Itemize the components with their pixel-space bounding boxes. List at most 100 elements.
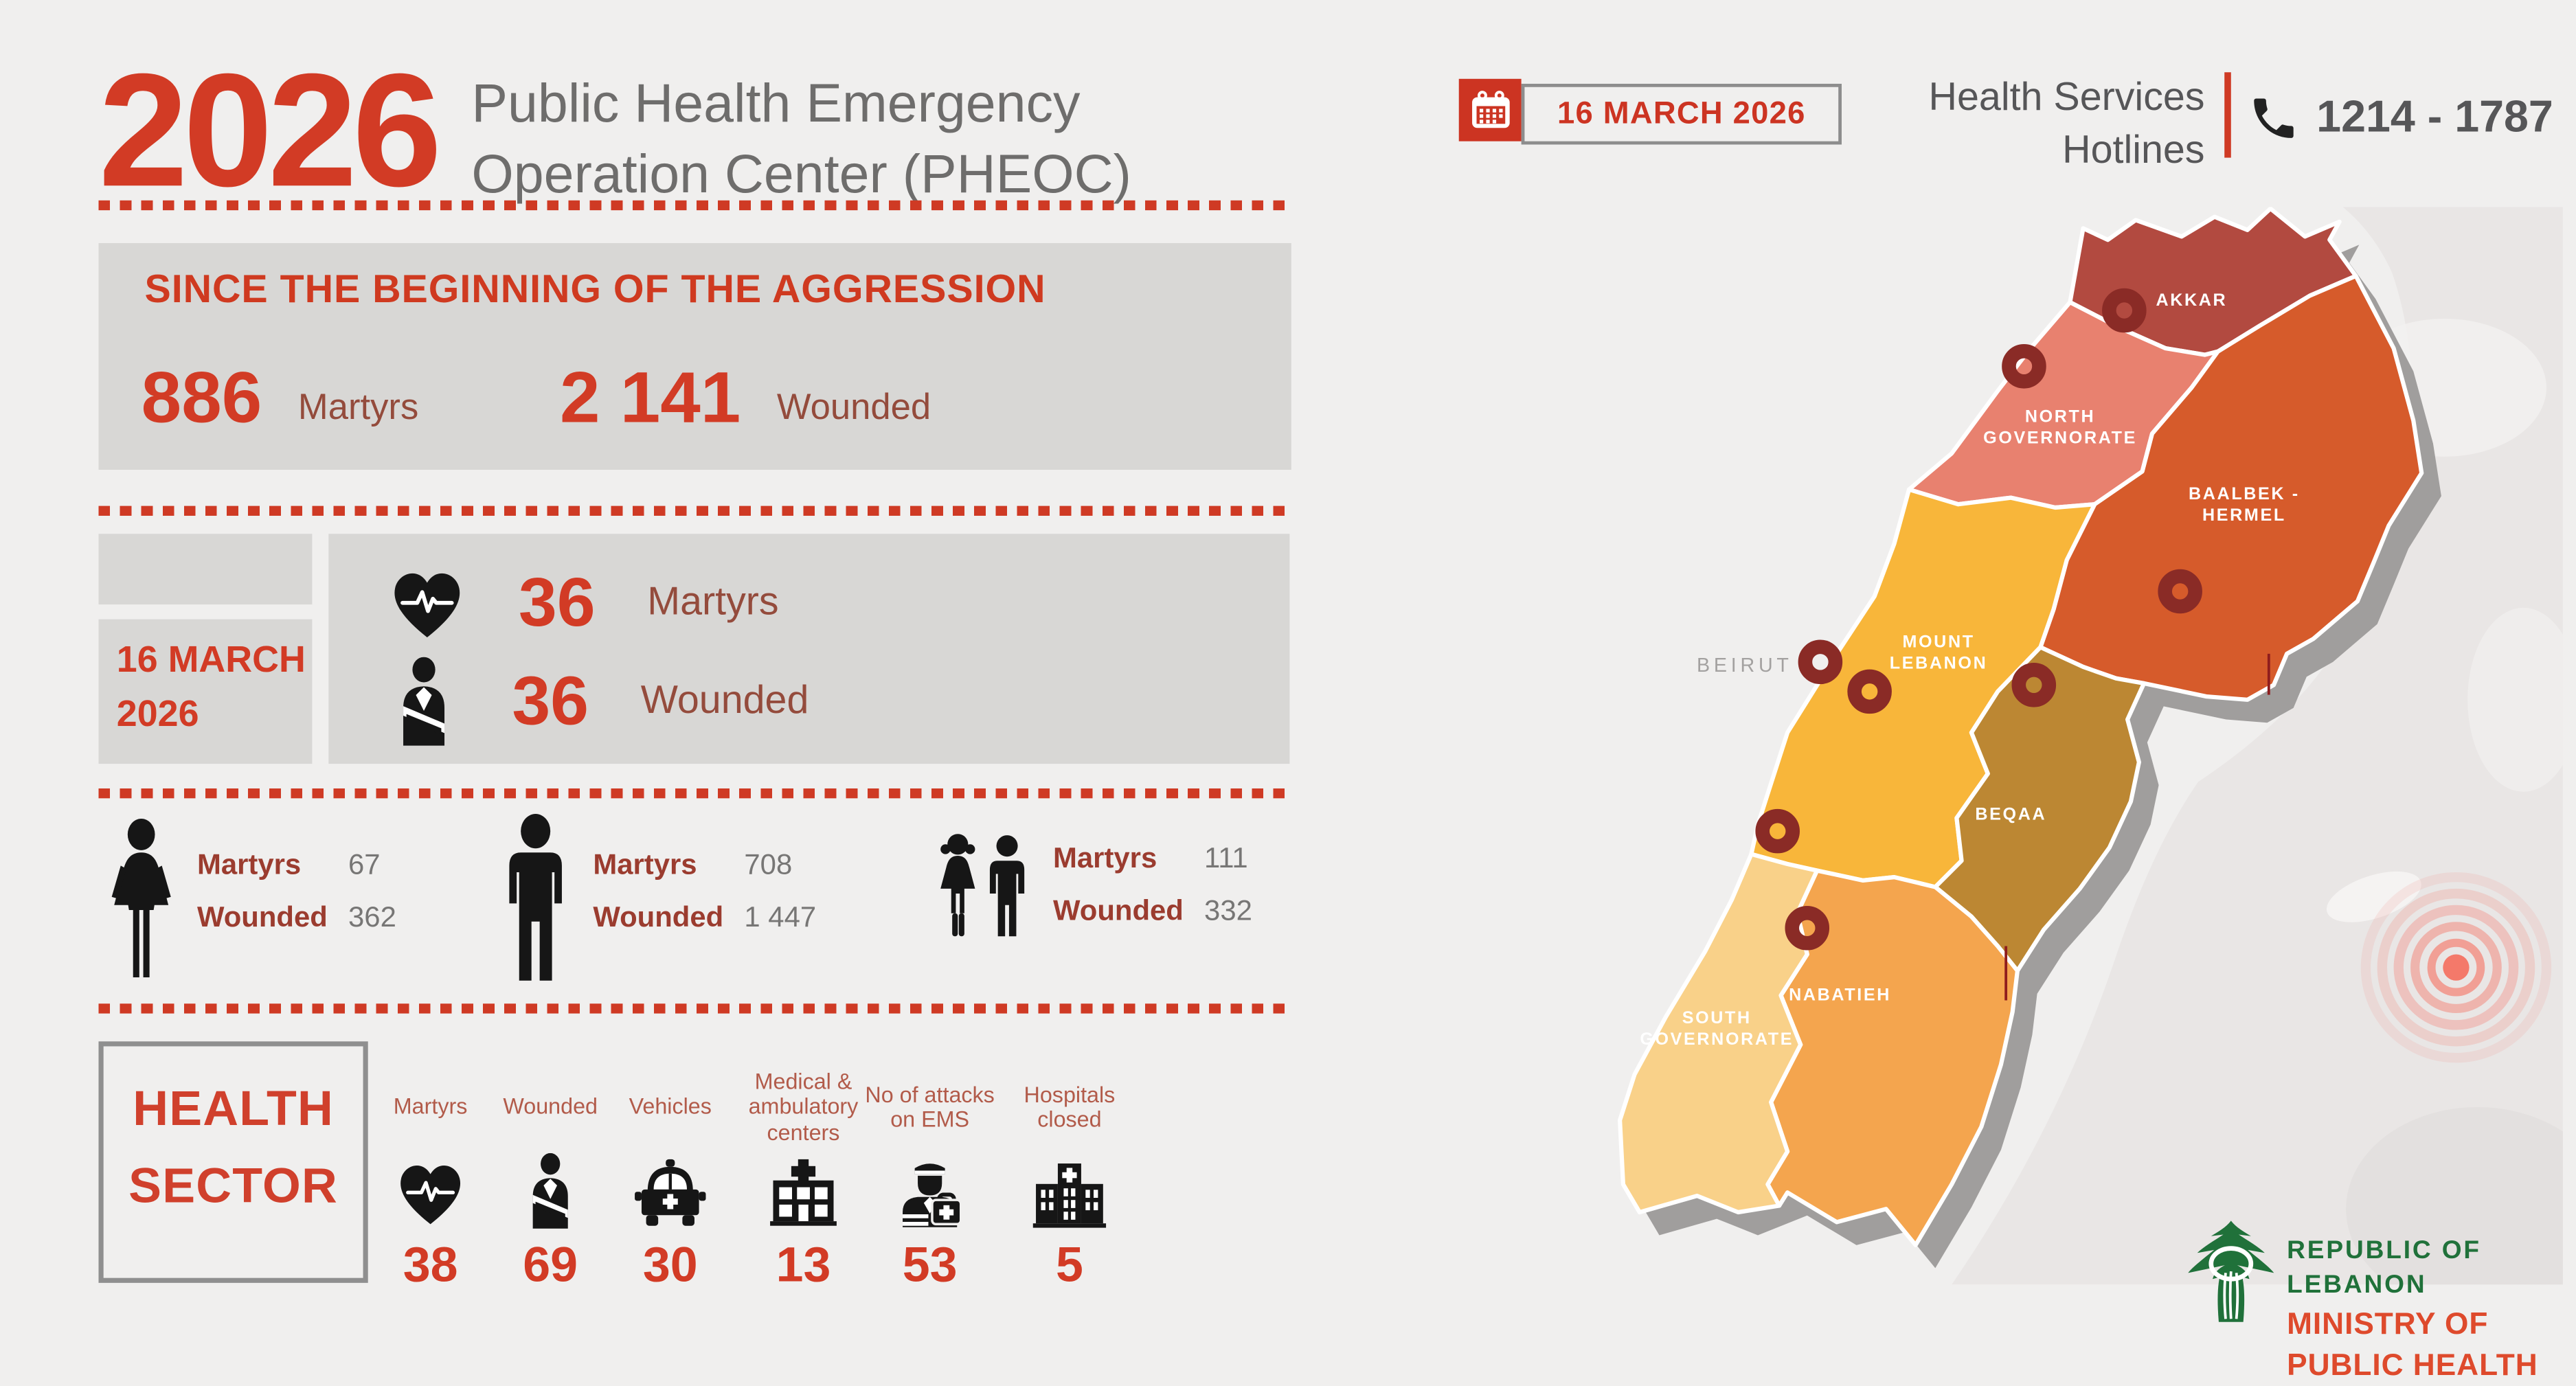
incident-marker-nabatieh (1785, 905, 1830, 951)
paramedic-icon (903, 1163, 962, 1227)
hs-col-hospitals-closed: Hospitals closed 5 (991, 1065, 1149, 1295)
cedar-logo (2188, 1220, 2274, 1322)
incident-marker-beqaa (2011, 663, 2057, 707)
hs-medical-centers-label: Medical & ambulatory centers (748, 1069, 859, 1144)
label-beirut: BEIRUT (1697, 655, 1793, 677)
arm-sling-icon (403, 657, 445, 746)
hs-wounded-label: Wounded (503, 1094, 598, 1120)
women-martyrs-value: 67 (348, 848, 381, 881)
arm-sling-icon (532, 1152, 568, 1229)
children-wounded-value: 332 (1204, 894, 1252, 927)
daily-martyrs-row: 36 Martyrs (387, 557, 779, 649)
men-martyrs-value: 708 (744, 848, 793, 881)
label-baalbek-2: HERMEL (2202, 505, 2286, 525)
divider-dotted-2 (98, 505, 1291, 516)
divider-dotted-4 (98, 1003, 1291, 1014)
daily-stats-panel: 36 Martyrs 36 Wounded (328, 534, 1290, 764)
page-title-line2: Operation Center (PHEOC) (471, 142, 1131, 204)
children-martyrs-value: 111 (1204, 841, 1248, 874)
hs-wounded-value: 69 (523, 1238, 578, 1293)
incident-marker-beirut-area-1 (1798, 639, 1843, 685)
date-badge: 16 MARCH 2026 (1521, 83, 1842, 145)
ambulance-icon (635, 1159, 706, 1226)
label-south-1: SOUTH (1682, 1008, 1752, 1027)
label-beqaa: BEQAA (1975, 804, 2046, 823)
man-icon (509, 814, 562, 981)
health-sector-panel: HEALTH SECTOR (98, 1041, 368, 1283)
label-south-2: GOVERNORATE (1640, 1030, 1794, 1049)
children-wounded-label: Wounded (1053, 894, 1184, 927)
children-martyrs-label: Martyrs (1053, 841, 1157, 874)
cumulative-wounded-label: Wounded (776, 386, 931, 427)
divider-dotted-3 (98, 788, 1291, 799)
men-wounded-value: 1 447 (744, 900, 817, 933)
cumulative-heading: SINCE THE BEGINNING OF THE AGGRESSION (144, 267, 1046, 313)
hs-hospitals-closed-label: Hospitals closed (1024, 1082, 1116, 1132)
hs-vehicles-label: Vehicles (629, 1094, 712, 1120)
daily-martyrs-label: Martyrs (647, 580, 779, 624)
daily-date-text: 16 MARCH 2026 (116, 639, 306, 734)
lebanon-map: AKKAR NORTH GOVERNORATE BAALBEK - HERMEL… (1618, 207, 2563, 1285)
phone-icon (2254, 98, 2294, 138)
daily-martyrs-value: 36 (518, 563, 596, 641)
men-martyrs-label: Martyrs (593, 848, 697, 881)
background-land-shape (2467, 607, 2563, 792)
hs-martyrs-value: 38 (403, 1238, 458, 1293)
heart-pulse-icon (394, 573, 460, 637)
hospital-icon (1032, 1163, 1107, 1228)
cumulative-stats-row: 886 Martyrs 2 141 Wounded (142, 350, 1160, 435)
page-title-line1: Public Health Emergency (471, 72, 1081, 133)
heart-pulse-icon (400, 1166, 461, 1225)
divider-dotted-1 (98, 200, 1291, 211)
hotline-numbers: 1214 - 1787 (2316, 91, 2553, 141)
hotline-label: Health Services Hotlines (1928, 76, 2205, 174)
hs-hospitals-closed-value: 5 (1055, 1238, 1083, 1293)
cumulative-wounded-value: 2 141 (559, 358, 741, 439)
women-martyrs-label: Martyrs (196, 848, 302, 881)
decorative-block (98, 534, 313, 605)
demographics-women: Martyrs 67 Wounded 362 (105, 811, 516, 995)
hs-martyrs-label: Martyrs (393, 1094, 468, 1120)
demographics-children: Martyrs 111 Wounded 332 (938, 811, 1366, 995)
health-sector-title: HEALTH SECTOR (128, 1082, 339, 1214)
background-land-shape (2346, 1106, 2563, 1285)
daily-wounded-value: 36 (512, 661, 589, 740)
label-mount-1: MOUNT (1902, 632, 1974, 651)
hs-col-vehicles: Vehicles 30 (591, 1065, 749, 1295)
page-title: Public Health Emergency Operation Center… (471, 69, 1131, 209)
label-north-2: GOVERNORATE (1983, 429, 2137, 448)
pheoc-infographic: 2026 Public Health Emergency Operation C… (98, 39, 2563, 1381)
daily-wounded-row: 36 Wounded (387, 655, 809, 747)
daily-date-panel: 16 MARCH 2026 (98, 619, 313, 764)
cumulative-martyrs-value: 886 (141, 358, 262, 439)
hs-medical-centers-value: 13 (776, 1238, 831, 1293)
year-heading: 2026 (98, 39, 442, 220)
hs-col-wounded: Wounded 69 (471, 1065, 629, 1295)
strike-ripple-icon (2360, 872, 2552, 1063)
women-wounded-label: Wounded (196, 900, 328, 933)
cumulative-stats-panel (98, 242, 1291, 470)
ministry-wordmark: REPUBLIC OF LEBANON MINISTRY OF PUBLIC H… (2287, 1235, 2576, 1386)
hs-vehicles-value: 30 (642, 1238, 698, 1293)
ministry-of-public-health-text: MINISTRY OF PUBLIC HEALTH (2287, 1305, 2538, 1381)
region-south-governorate (1618, 852, 1820, 1215)
calendar-icon (1471, 89, 1509, 128)
label-mount-2: LEBANON (1890, 653, 1988, 672)
hs-col-medical-centers: Medical & ambulatory centers 13 (725, 1065, 883, 1295)
incident-marker-baalbek (2158, 569, 2202, 614)
incident-marker-beirut-area-2 (1847, 669, 1892, 714)
hs-col-ems-attacks: No of attacks on EMS 53 (851, 1065, 1009, 1295)
hs-ems-attacks-value: 53 (902, 1238, 958, 1293)
republic-of-lebanon-text: REPUBLIC OF LEBANON (2287, 1236, 2481, 1299)
label-north-1: NORTH (2025, 407, 2095, 427)
medical-center-icon (770, 1159, 837, 1226)
background-island-shape (2326, 871, 2421, 922)
hotline-divider (2224, 72, 2231, 158)
incident-marker-coast (1755, 808, 1800, 854)
region-beqaa (1933, 645, 2147, 973)
women-wounded-value: 362 (348, 900, 396, 933)
hs-ems-attacks-label: No of attacks on EMS (865, 1082, 995, 1132)
calendar-badge (1458, 78, 1522, 141)
daily-wounded-label: Wounded (640, 678, 809, 723)
woman-icon (111, 818, 171, 978)
